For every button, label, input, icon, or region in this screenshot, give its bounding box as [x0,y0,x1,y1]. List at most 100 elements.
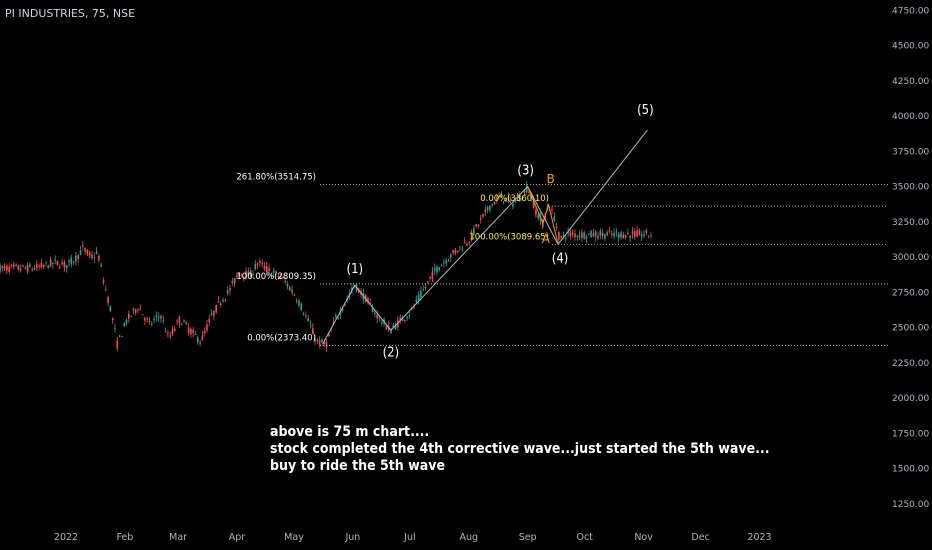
price-tick-label: 2000.00 [892,394,929,404]
time-tick-label: May [284,532,304,543]
candle-body [252,273,254,275]
candle-body [401,317,404,321]
candle-body [592,233,595,237]
candle-body [245,271,247,279]
candle-body [33,267,36,270]
candle-body [47,265,50,269]
price-tick-label: 3500.00 [892,183,929,193]
price-tick-label: 3250.00 [892,218,929,228]
candle-body [45,262,47,264]
wave-label: (5) [637,103,654,118]
candle-body [17,265,20,270]
candle-body [132,308,135,310]
candle-body [486,207,489,211]
candle-body [309,324,312,326]
candle-body [330,330,332,332]
candle-body [38,265,40,267]
candle-body [0,264,1,273]
candle-body [144,317,146,321]
wave-lines-layer [322,129,648,345]
candle-body [436,266,438,273]
candle-body [268,268,270,272]
price-tick-label: 1750.00 [892,429,929,439]
time-tick-label: 2023 [747,532,771,543]
candle-body [65,265,68,269]
candle-body [123,323,125,327]
wave-label: (3) [517,164,534,179]
candle-body [604,234,606,239]
candle-body [36,264,38,268]
candle-body [263,265,266,270]
candle-body [470,231,473,239]
candle-body [160,316,162,319]
time-tick-label: Dec [691,532,709,543]
candle-body [378,316,381,318]
candle-body [125,319,128,324]
candle-body [233,278,236,284]
candle-body [26,264,29,273]
candle-body [102,280,105,283]
candle-body [404,320,406,322]
candle-body [82,245,84,247]
price-axis[interactable]: 4750.00 4500.00 4250.00 4000.00 3750.00 3500.… [888,0,932,550]
candle-body [562,234,565,238]
candle-body [284,281,286,283]
candle-body [321,339,323,343]
time-tick-label: Apr [229,532,246,543]
candle-body [151,323,153,325]
candle-body [231,281,234,283]
candle-body [590,230,592,237]
candle-body [197,337,199,343]
candle-body [514,200,516,202]
candle-body [141,314,144,316]
candle-body [399,317,401,320]
candle-body [415,299,418,303]
price-tick-label: 4250.00 [892,77,929,87]
candle-body [84,248,86,252]
candle-body [525,185,528,193]
candle-body [381,322,383,324]
candle-body [305,315,307,317]
candle-body [496,197,498,200]
time-tick-label: Oct [576,532,593,543]
candle-body [631,231,634,235]
candle-body [585,236,588,239]
candle-body [206,324,208,331]
candle-body [565,237,567,239]
candle-body [302,313,305,315]
candle-body [300,303,303,310]
price-tick-label: 4000.00 [892,112,929,122]
candle-body [91,254,93,258]
candle-body [367,297,369,303]
price-tick-label: 3000.00 [892,253,929,263]
candle-body [479,218,482,220]
candle-body [523,191,526,193]
candle-body [624,234,627,238]
candle-body [431,271,434,280]
candle-body [22,265,24,267]
candle-body [581,232,583,238]
candle-body [468,241,470,244]
candle-body [337,317,339,319]
fib-label: 100.00%(3089.65) [469,232,549,242]
wave-label: (4) [552,251,569,266]
time-axis[interactable]: 2022 Feb Mar Apr May Jun Jul Aug Sep Oct Nov Dec 202… [0,524,932,550]
fib-label: 0.00%(3360.10) [480,194,549,204]
time-tick-label: Aug [460,532,479,543]
candle-body [438,267,441,270]
candle-body [445,260,447,264]
candle-body [180,324,183,326]
candle-body [155,315,158,317]
candle-body [86,250,89,255]
candle-body [98,255,100,261]
candle-body [576,235,579,237]
candle-body [558,231,560,240]
candle-body [461,249,464,251]
candle-body [29,264,31,267]
candle-body [105,289,107,291]
candle-body [289,286,291,291]
candle-body [63,261,66,268]
symbol-title[interactable]: PI INDUSTRIES, 75, NSE [5,7,136,20]
candle-body [459,246,461,248]
